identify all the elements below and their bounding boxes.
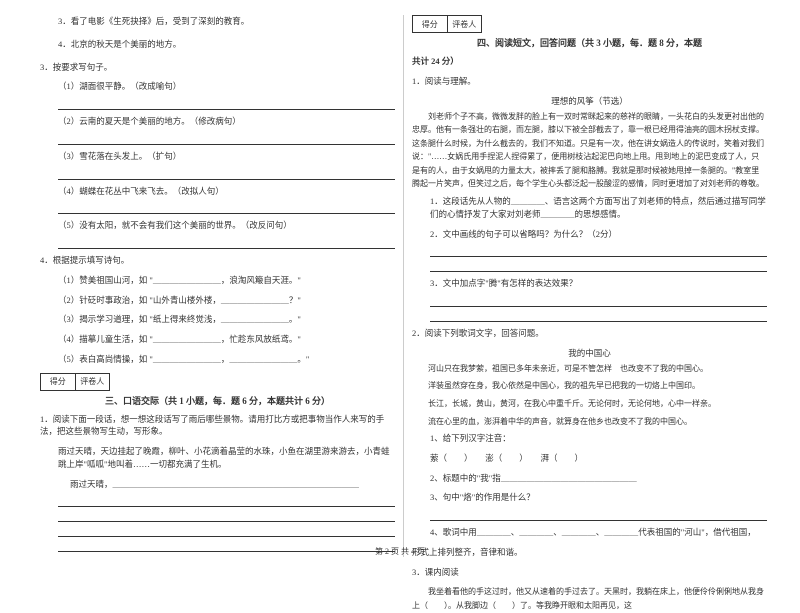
left-column: 3．看了电影《生死抉择》后，受到了深刻的教育。 4．北京的秋天是个美丽的地方。 … (25, 15, 404, 557)
sq2: 2、标题中的"我"指＿＿＿＿＿＿＿＿＿＿＿＿＿＿＿＿ (412, 472, 767, 485)
lyric-4: 流在心里的血，澎湃着中华的声音，就算身在他乡也改变不了我的中国心。 (412, 415, 767, 429)
blank-line (58, 100, 395, 110)
grader-label: 评卷人 (76, 374, 110, 390)
item-3: 3．看了电影《生死抉择》后，受到了深刻的教育。 (40, 15, 395, 28)
blank-line (58, 135, 395, 145)
blank-line (430, 297, 767, 307)
r-q1-1: 1．这段话先从人物的＿＿＿＿、语言这两个方面写出了刘老师的特点，然后通过描写同学… (412, 195, 767, 221)
lyric-3: 长江，长城，黄山，黄河，在我心中重千斤。无论何时，无论何地，心中一样亲。 (412, 397, 767, 411)
song-title: 我的中国心 (412, 347, 767, 359)
passage-1: 刘老师个子不高，微微发胖的脸上有一双时常眯起来的慈祥的眼睛，一头花白的头发更衬出… (412, 110, 767, 192)
section-4-title: 四、阅读短文，回答问题（共 3 小题，每．题 8 分，本题 (412, 36, 767, 49)
r-q1-2: 2．文中画线的句子可以省略吗？为什么？（2分） (412, 228, 767, 241)
r-q2: 2．阅读下列歌词文字，回答问题。 (412, 327, 767, 340)
score-label: 得分 (41, 374, 76, 390)
q4-5: （5）表白高尚情操，如 "＿＿＿＿＿＿＿＿，＿＿＿＿＿＿＿＿。" (40, 353, 395, 366)
q4-2: （2）针砭时事政治，如 "山外青山楼外楼，＿＿＿＿＿＿＿＿？" (40, 294, 395, 307)
blank-line (58, 204, 395, 214)
sec3-q1b: 雨过天晴，天边挂起了晚霞，柳叶、小花滴着晶莹的水珠，小鱼在湖里游来游去，小青蛙跳… (40, 445, 395, 471)
blank-line (58, 527, 395, 537)
blank-line (58, 542, 395, 552)
blank-line (430, 511, 767, 521)
q4-1: （1）赞美祖国山河，如 "＿＿＿＿＿＿＿＿，浪淘风簸自天涯。" (40, 274, 395, 287)
blank-line (58, 497, 395, 507)
sec3-q1a: 1．阅读下面一段话，想一想这段话写了雨后哪些景物。请用打比方或把事物当作人来写的… (40, 413, 395, 439)
q3-5: （5）没有太阳，就不会有我们这个美丽的世界。 （改反问句） (40, 219, 395, 232)
score-box: 得分 评卷人 (412, 15, 482, 33)
sq4b: 形式上排列整齐，音律和谐。 (412, 546, 767, 559)
blank-line (58, 512, 395, 522)
sq3: 3、句中"烙"的作用是什么？ (412, 491, 767, 504)
story-title: 理想的风筝（节选） (412, 95, 767, 107)
sq1b: 萦（ ） 澎（ ） 湃（ ） (412, 452, 767, 465)
blank-line (430, 312, 767, 322)
score-box: 得分 评卷人 (40, 373, 110, 391)
lyric-2: 洋装虽然穿在身，我心依然是中国心，我的祖先早已把我的一切烙上中国印。 (412, 379, 767, 393)
section-3-title: 三、口语交际（共 1 小题，每．题 6 分，本题共计 6 分） (40, 394, 395, 407)
q3-4: （4）蝴蝶在花丛中飞来飞去。 （改拟人句） (40, 185, 395, 198)
q4-title: 4．根据提示填写诗句。 (40, 254, 395, 267)
q4-4: （4）描摹儿童生活，如 "＿＿＿＿＿＿＿＿，忙趁东风放纸鸢。" (40, 333, 395, 346)
sec3-q1c: 雨过天晴，＿＿＿＿＿＿＿＿＿＿＿＿＿＿＿＿＿＿＿＿＿＿＿＿＿＿＿＿＿ (40, 478, 395, 491)
lyric-1: 河山只在我梦萦，祖国已多年未亲近，可是不管怎样 也改变不了我的中国心。 (412, 362, 767, 376)
page-number: 第 2 页 共 4 页 (375, 546, 425, 557)
r-q3: 3．课内阅读 (412, 566, 767, 579)
q3-1: （1）湖面很平静。 （改成喻句） (40, 80, 395, 93)
blank-line (430, 247, 767, 257)
r-q1: 1．阅读与理解。 (412, 75, 767, 88)
q4-3: （3）揭示学习道理，如 "纸上得来终觉浅，＿＿＿＿＿＿＿＿。" (40, 313, 395, 326)
score-label: 得分 (413, 16, 448, 32)
grader-label: 评卷人 (448, 16, 482, 32)
section-4-sub: 共计 24 分） (412, 55, 767, 68)
sq1: 1、给下列汉字注音： (412, 432, 767, 445)
blank-line (58, 239, 395, 249)
item-4: 4．北京的秋天是个美丽的地方。 (40, 38, 395, 51)
r-q1-3: 3．文中加点字"腾"有怎样的表达效果？ (412, 277, 767, 290)
blank-line (58, 170, 395, 180)
q3-title: 3．按要求写句子。 (40, 61, 395, 74)
q3-2: （2）云南的夏天是个美丽的地方。 （修改病句） (40, 115, 395, 128)
blank-line (430, 262, 767, 272)
right-column: 得分 评卷人 四、阅读短文，回答问题（共 3 小题，每．题 8 分，本题 共计 … (404, 15, 775, 557)
q3-3: （3）雪花落在头发上。 （扩句） (40, 150, 395, 163)
sq4: 4、歌词中用＿＿＿＿、＿＿＿＿、＿＿＿＿、＿＿＿＿代表祖国的"河山"，借代祖国， (412, 526, 767, 539)
passage-3: 我坐着看他的手这过时，他又从速着的手过去了。天黑时，我躺在床上，他便伶伶俐俐地从… (412, 585, 767, 612)
